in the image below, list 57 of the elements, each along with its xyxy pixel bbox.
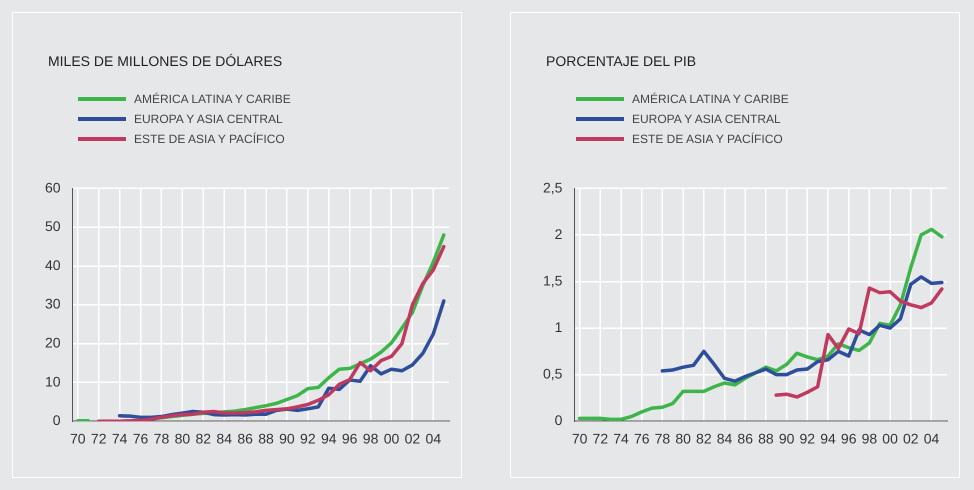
x-tick-label: 04 [924,430,940,446]
legend-label: AMÉRICA LATINA Y CARIBE [632,92,789,106]
x-tick-label: 92 [300,430,316,446]
x-tick-label: 96 [840,430,857,446]
y-tick-label: 30 [44,296,61,312]
y-tick-label: 50 [44,218,61,234]
x-tick-label: 02 [404,430,420,446]
x-tick-label: 96 [342,430,358,446]
y-tick-label: 1,5 [542,272,563,288]
x-tick-label: 74 [613,430,630,446]
x-tick-label: 88 [258,430,274,446]
x-tick-label: 04 [426,430,442,446]
x-tick-label: 84 [716,430,733,446]
y-tick-label: 60 [44,179,61,196]
x-tick-label: 72 [90,430,107,446]
x-tick-label: 84 [216,430,232,446]
y-tick-label: 40 [44,256,61,273]
y-tick-label: 0 [554,412,563,428]
y-tick-label: 20 [44,334,61,350]
x-tick-label: 70 [70,430,86,446]
chart-title: MILES DE MILLONES DE DÓLARES [48,53,282,69]
x-tick-label: 94 [320,430,337,446]
y-tick-label: 10 [44,373,61,390]
x-tick-label: 90 [279,430,295,446]
x-tick-label: 78 [154,430,170,446]
chart-title: PORCENTAJE DEL PIB [546,53,696,69]
x-tick-label: 80 [174,430,190,446]
x-tick-label: 72 [592,430,608,446]
x-tick-label: 98 [862,430,878,446]
x-tick-label: 70 [572,430,588,446]
y-tick-label: 2 [554,226,563,242]
x-tick-label: 90 [778,430,795,446]
x-tick-label: 82 [696,430,712,446]
x-tick-label: 76 [132,430,149,446]
x-tick-label: 02 [902,430,919,446]
x-tick-label: 86 [237,430,254,446]
legend-label: EUROPA Y ASIA CENTRAL [134,112,283,126]
x-tick-label: 80 [675,430,692,446]
legend-label: ESTE DE ASIA Y PACÍFICO [632,132,783,146]
legend-label: AMÉRICA LATINA Y CARIBE [134,92,291,106]
x-tick-label: 74 [112,430,128,446]
legend-label: EUROPA Y ASIA CENTRAL [632,112,781,126]
x-tick-label: 88 [758,430,774,446]
x-tick-label: 98 [362,430,379,446]
x-tick-label: 82 [195,430,212,446]
legend-label: ESTE DE ASIA Y PACÍFICO [134,132,285,146]
y-tick-label: 0 [52,412,61,428]
y-tick-label: 0,5 [542,366,563,382]
x-tick-label: 94 [820,430,836,446]
x-tick-label: 78 [654,430,670,446]
x-tick-label: 92 [800,430,816,446]
y-tick-label: 1 [554,318,563,335]
x-tick-label: 76 [634,430,650,446]
x-tick-label: 86 [737,430,754,446]
x-tick-label: 00 [384,430,400,446]
y-tick-label: 2,5 [542,179,563,196]
x-tick-label: 00 [882,430,898,446]
